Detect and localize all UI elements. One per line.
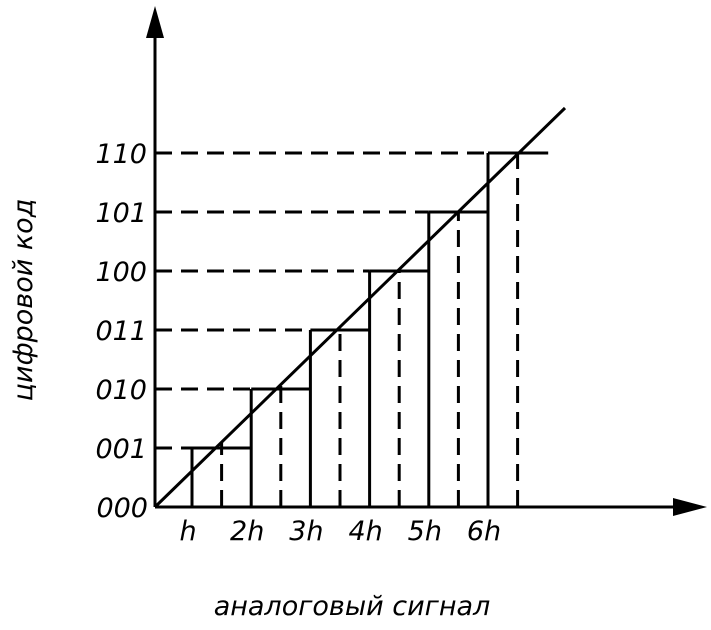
y-tick-label: 010 bbox=[95, 375, 147, 406]
axes bbox=[146, 6, 707, 516]
x-axis-label: аналоговый сигнал bbox=[214, 591, 491, 622]
y-tick-label: 101 bbox=[95, 198, 147, 229]
x-arrow bbox=[673, 498, 707, 516]
y-tick-label: 100 bbox=[95, 257, 147, 288]
transfer-line bbox=[153, 106, 567, 509]
labels: 000 001 010 011 100 101 110 h 2h 3h 4h 5h 6h bbox=[95, 139, 501, 547]
y-tick-label: 011 bbox=[95, 316, 147, 347]
y-tick-label: 000 bbox=[96, 493, 148, 524]
y-tick-label: 110 bbox=[95, 139, 147, 170]
x-tick-label: 3h bbox=[289, 516, 323, 547]
staircase bbox=[155, 151, 549, 507]
y-tick-label: 001 bbox=[95, 434, 147, 465]
x-tick-label: 2h bbox=[230, 516, 264, 547]
x-tick-label: h bbox=[179, 516, 196, 547]
y-axis-label: цифровой код bbox=[8, 199, 39, 402]
x-tick-label: 5h bbox=[408, 516, 442, 547]
x-tick-label: 6h bbox=[467, 516, 501, 547]
x-tick-label: 4h bbox=[348, 516, 382, 547]
y-arrow bbox=[146, 6, 164, 38]
